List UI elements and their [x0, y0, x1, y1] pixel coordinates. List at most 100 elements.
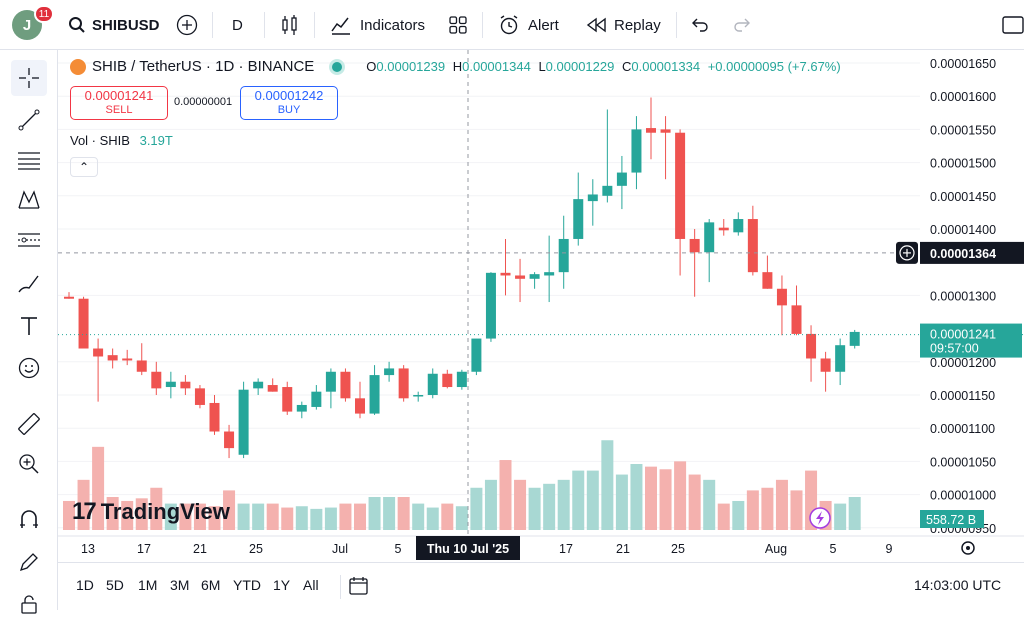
- price-tick-label: 0.00001000: [930, 489, 996, 503]
- candle-body: [704, 222, 715, 253]
- volume-bar: [732, 500, 745, 530]
- goto-date-button[interactable]: [348, 575, 370, 600]
- zoom-tool[interactable]: [11, 446, 47, 482]
- countdown-label: 09:57:00: [930, 342, 979, 356]
- candle-body: [835, 345, 846, 372]
- range-1m[interactable]: 1M: [138, 577, 158, 593]
- volume-bar: [397, 497, 410, 530]
- compare-button[interactable]: [176, 12, 198, 38]
- crosshair-tool[interactable]: [11, 60, 47, 96]
- lightning-icon[interactable]: [809, 507, 831, 529]
- tradingview-watermark[interactable]: 17 TradingView: [72, 498, 230, 526]
- zoom-in-icon: [19, 454, 39, 474]
- replay-button[interactable]: Replay: [586, 12, 661, 38]
- pattern-tool[interactable]: [11, 182, 47, 218]
- symbol-search[interactable]: SHIBUSD: [68, 12, 160, 38]
- volume-bar: [164, 503, 177, 530]
- sell-label: SELL: [105, 104, 133, 116]
- candle-body: [413, 395, 424, 397]
- undo-button[interactable]: [690, 12, 710, 38]
- range-5d[interactable]: 5D: [106, 577, 124, 593]
- price-tick-label: 0.00001550: [930, 123, 996, 137]
- interval-label: D: [232, 16, 243, 34]
- candle-body: [427, 373, 438, 395]
- candle-body: [529, 274, 540, 279]
- candle-body: [369, 375, 380, 414]
- candle-body: [646, 128, 656, 133]
- candle-body: [151, 371, 162, 389]
- layouts-button[interactable]: [448, 12, 468, 38]
- avatar-initial: J: [22, 16, 32, 34]
- volume-bar: [77, 479, 90, 530]
- volume-value-box: [920, 510, 984, 528]
- lock-drawings-tool[interactable]: [11, 544, 47, 580]
- volume-bar: [790, 490, 803, 530]
- tv-logo-icon: 17: [72, 498, 97, 525]
- chart-title: SHIB / TetherUS · 1D · BINANCE: [92, 58, 315, 75]
- ruler-tool[interactable]: [11, 406, 47, 442]
- brush-tool[interactable]: [11, 266, 47, 302]
- volume-bar: [834, 503, 847, 530]
- indicators-icon: [331, 17, 350, 35]
- candle-body: [282, 387, 293, 412]
- emoji-tool[interactable]: [11, 350, 47, 386]
- brush-icon: [18, 275, 39, 293]
- volume-bar: [324, 507, 337, 530]
- chevron-up-icon: ⌃: [78, 160, 90, 174]
- sell-button[interactable]: 0.00001241 SELL: [70, 86, 168, 120]
- sell-price: 0.00001241: [84, 88, 154, 103]
- candle-body: [485, 272, 496, 339]
- candle-body: [78, 298, 89, 349]
- candle-body: [471, 338, 482, 372]
- buy-button[interactable]: 0.00001242 BUY: [240, 86, 338, 120]
- lock-tool[interactable]: [11, 586, 47, 622]
- layout-toggle-button[interactable]: [1002, 12, 1024, 38]
- fib-tool[interactable]: [11, 142, 47, 178]
- prediction-tool[interactable]: [11, 222, 47, 258]
- candle-body: [820, 358, 831, 372]
- price-chart[interactable]: 0.00001650 0.00001600 0.00001550 0.00001500…: [58, 50, 1024, 562]
- text-tool[interactable]: [11, 308, 47, 344]
- candles-icon: [282, 15, 297, 35]
- volume-bar: [383, 497, 396, 530]
- bottom-toolbar: 1D 5D 1M 3M 6M YTD 1Y All 14:03:00 UTC: [58, 562, 1024, 610]
- redo-button[interactable]: [732, 12, 752, 38]
- symbol-label: SHIBUSD: [92, 16, 160, 34]
- price-tick-label: 0.00001500: [930, 157, 996, 171]
- indicators-button[interactable]: Indicators: [330, 12, 425, 38]
- trendline-tool[interactable]: [11, 102, 47, 138]
- volume-value: 3.19T: [139, 133, 173, 148]
- last-price-label: 0.00001241: [930, 328, 996, 342]
- gear-icon[interactable]: [961, 541, 975, 555]
- interval-button[interactable]: D: [232, 12, 243, 38]
- volume-bar: [761, 487, 774, 530]
- volume-bar: [586, 470, 599, 530]
- range-1d[interactable]: 1D: [76, 577, 94, 593]
- plus-circle-icon: [176, 14, 198, 36]
- volume-bar: [193, 503, 206, 530]
- candle-body: [238, 389, 249, 455]
- alert-button[interactable]: Alert: [498, 12, 559, 38]
- volume-bar: [499, 460, 512, 530]
- candle-body: [718, 227, 729, 231]
- add-alert-icon[interactable]: [896, 241, 918, 264]
- range-all[interactable]: All: [303, 577, 319, 593]
- last-price-box: [920, 323, 1022, 358]
- candle-body: [136, 360, 147, 372]
- range-3m[interactable]: 3M: [170, 577, 190, 593]
- range-ytd[interactable]: YTD: [233, 577, 261, 593]
- candle-body: [791, 305, 802, 334]
- candle-body: [806, 333, 817, 359]
- chart-type-button[interactable]: [280, 12, 300, 38]
- collapse-legend-button[interactable]: ⌃: [70, 157, 98, 177]
- volume-bar: [63, 500, 75, 530]
- magnet-tool[interactable]: [11, 502, 47, 538]
- smiley-icon: [18, 357, 40, 379]
- calendar-icon: [349, 577, 368, 595]
- clock[interactable]: 14:03:00 UTC: [914, 577, 1002, 593]
- range-6m[interactable]: 6M: [201, 577, 221, 593]
- range-1y[interactable]: 1Y: [273, 577, 291, 593]
- candle-body: [107, 355, 118, 361]
- candle-body: [616, 172, 627, 186]
- spread-value: 0.00000001: [174, 96, 233, 108]
